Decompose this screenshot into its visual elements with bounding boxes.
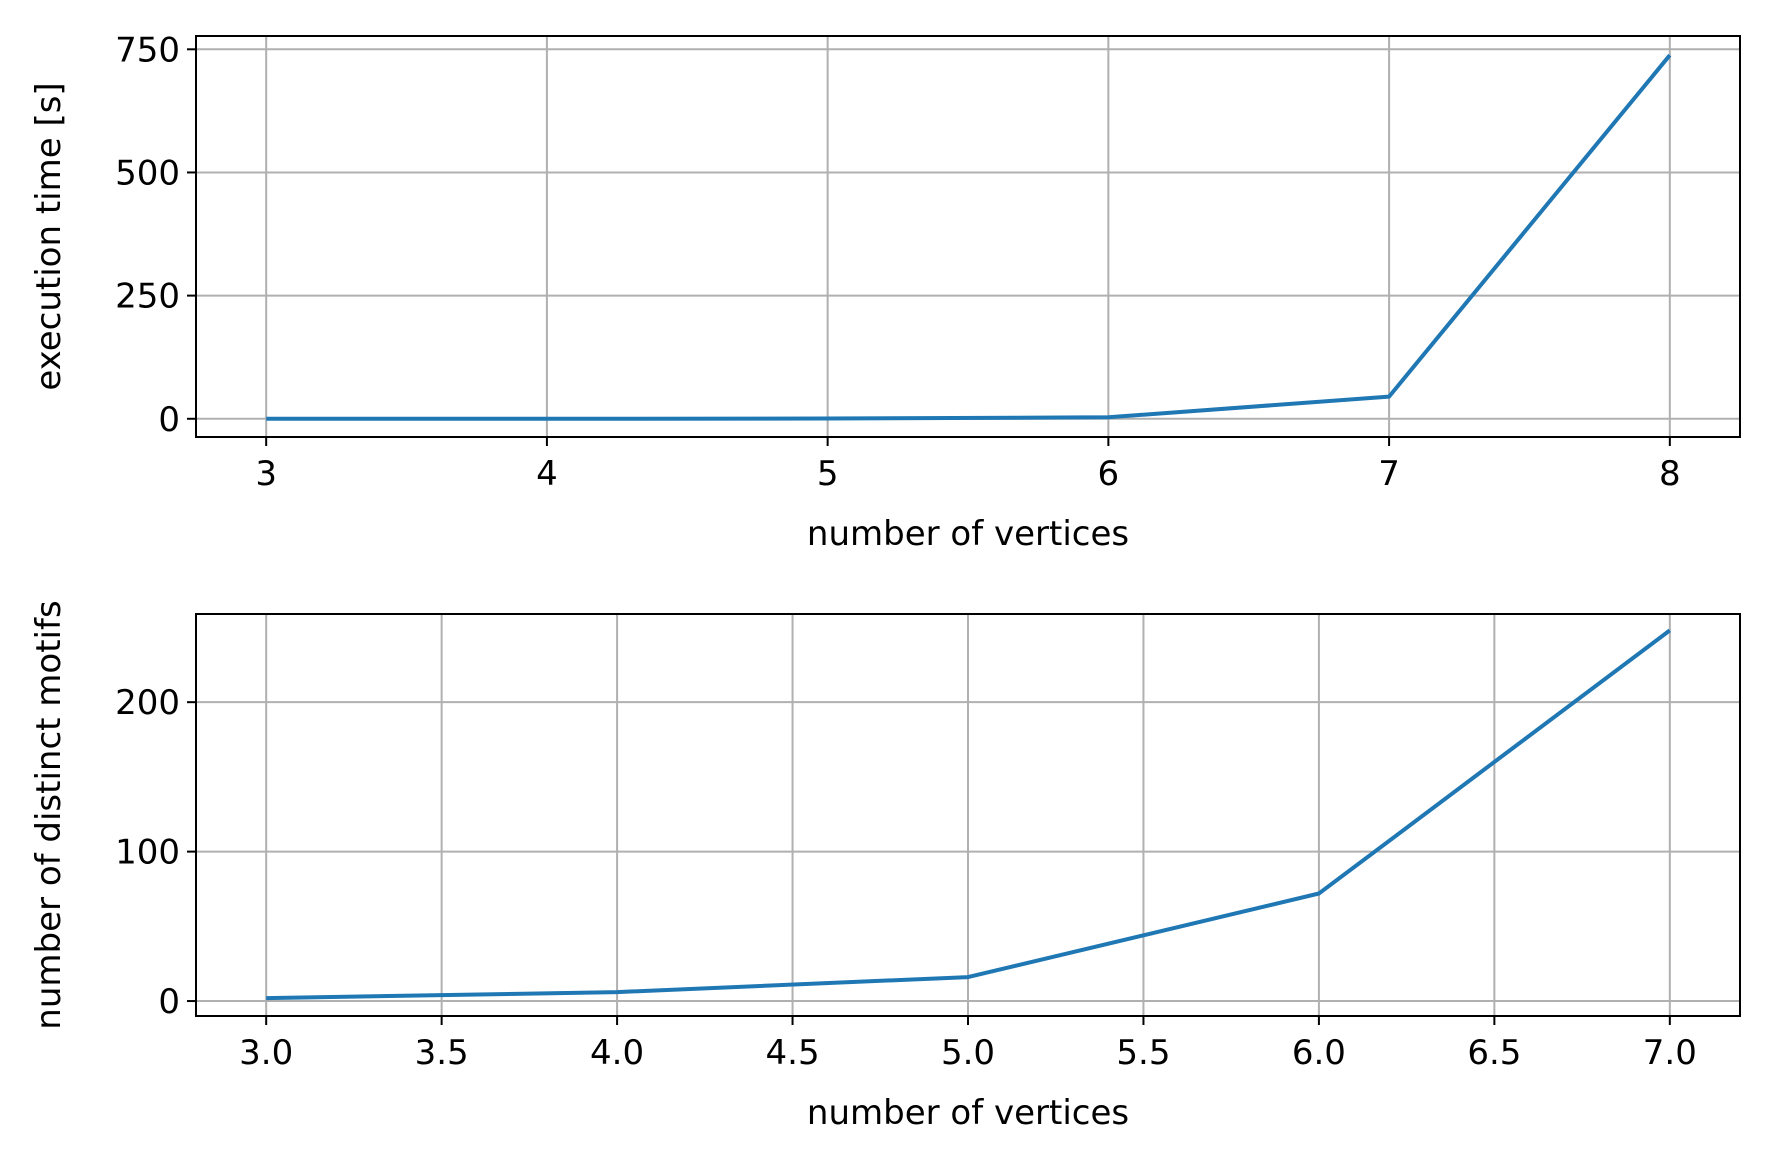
series-line-1 [266,53,1672,421]
x-tick-label: 7.0 [1643,1033,1697,1073]
x-tick-label: 3 [255,454,277,494]
x-tick-label: 5.5 [1116,1033,1170,1073]
y-tick-label: 500 [115,153,180,193]
x-tick-label: 4 [536,454,558,494]
y-tick-label: 200 [115,683,180,723]
y-tick-label: 0 [158,400,180,440]
x-tick-label: 7 [1378,454,1400,494]
y-tick-label: 250 [115,277,180,317]
x-axis-label: number of vertices [807,514,1129,554]
x-tick-label: 4.5 [766,1033,820,1073]
x-tick-label: 3.5 [415,1033,469,1073]
x-tick-label: 6.5 [1467,1033,1521,1073]
subplot-1: 3 4 5 6 7 8 0 250 500 750 number of vertices execut… [29,30,1741,554]
y-axis-label: execution time [s] [29,82,69,390]
x-tick-label: 4.0 [590,1033,644,1073]
y-tick-label: 100 [115,833,180,873]
x-tick-label: 5 [817,454,839,494]
x-tick-label: 5.0 [941,1033,995,1073]
x-tick-label: 6 [1098,454,1120,494]
y-tick-label: 750 [115,30,180,70]
y-tick-label: 0 [158,982,180,1022]
y-axis-label: number of distinct motifs [29,600,69,1029]
x-tick-label: 8 [1659,454,1681,494]
axes-frame [195,35,1741,438]
x-axis-label: number of vertices [807,1093,1129,1133]
x-tick-label: 3.0 [239,1033,293,1073]
subplot-2: 3.0 3.5 4.0 4.5 5.0 5.5 6.0 6.5 7.0 0 100 200 number… [29,600,1741,1133]
x-tick-label: 6.0 [1292,1033,1346,1073]
